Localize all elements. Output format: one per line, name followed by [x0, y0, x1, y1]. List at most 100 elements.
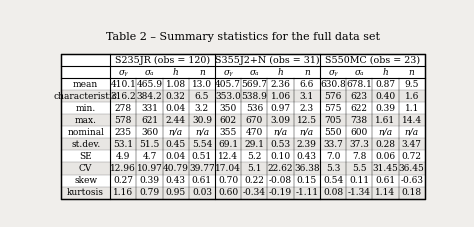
Bar	[61, 114, 425, 126]
Text: 235: 235	[115, 128, 132, 137]
Text: 384.2: 384.2	[137, 92, 162, 101]
Text: 602: 602	[219, 116, 237, 125]
Text: 360: 360	[141, 128, 158, 137]
Text: 39.77: 39.77	[189, 164, 215, 173]
Text: 1.6: 1.6	[404, 92, 419, 101]
Text: 278: 278	[115, 104, 132, 113]
Text: 0.39: 0.39	[375, 104, 395, 113]
Text: 22.62: 22.62	[268, 164, 293, 173]
Text: nominal: nominal	[67, 128, 104, 137]
Text: 0.72: 0.72	[401, 152, 422, 161]
Text: 0.39: 0.39	[139, 176, 160, 185]
Text: 578: 578	[115, 116, 132, 125]
Bar	[61, 90, 425, 102]
Text: 0.61: 0.61	[375, 176, 395, 185]
Text: σₐ: σₐ	[250, 68, 259, 77]
Text: 670: 670	[246, 116, 263, 125]
Text: -0.63: -0.63	[400, 176, 423, 185]
Text: 410.1: 410.1	[110, 80, 136, 89]
Text: 7.8: 7.8	[352, 152, 366, 161]
Text: SE: SE	[79, 152, 92, 161]
Text: 536: 536	[246, 104, 263, 113]
Text: 36.45: 36.45	[399, 164, 425, 173]
Text: 569.7: 569.7	[241, 80, 267, 89]
Text: 0.43: 0.43	[297, 152, 317, 161]
Text: n: n	[199, 68, 205, 77]
Text: σₐ: σₐ	[145, 68, 154, 77]
Text: 36.38: 36.38	[294, 164, 319, 173]
Text: 0.28: 0.28	[375, 140, 395, 149]
Text: 0.70: 0.70	[218, 176, 238, 185]
Text: 630.8: 630.8	[320, 80, 346, 89]
Text: 0.03: 0.03	[192, 188, 212, 197]
Text: 576: 576	[324, 92, 342, 101]
Text: 678.1: 678.1	[346, 80, 372, 89]
Text: 738: 738	[351, 116, 368, 125]
Bar	[61, 187, 425, 199]
Text: 5.1: 5.1	[247, 164, 262, 173]
Text: characteristic: characteristic	[54, 92, 118, 101]
Text: σᵧ: σᵧ	[328, 68, 338, 77]
Text: 600: 600	[351, 128, 368, 137]
Text: 69.1: 69.1	[218, 140, 238, 149]
Text: 0.10: 0.10	[271, 152, 291, 161]
Text: 9.5: 9.5	[404, 80, 419, 89]
Text: 0.04: 0.04	[165, 152, 186, 161]
Text: n: n	[409, 68, 415, 77]
Bar	[61, 163, 425, 175]
Text: 0.87: 0.87	[375, 80, 395, 89]
Text: 31.45: 31.45	[373, 164, 398, 173]
Text: 37.3: 37.3	[349, 140, 369, 149]
Text: 623: 623	[351, 92, 368, 101]
Text: 0.18: 0.18	[401, 188, 422, 197]
Bar	[61, 175, 425, 187]
Text: 0.40: 0.40	[375, 92, 395, 101]
Text: 2.3: 2.3	[300, 104, 314, 113]
Text: kurtosis: kurtosis	[67, 188, 104, 197]
Text: n/a: n/a	[195, 128, 209, 137]
Text: 1.16: 1.16	[113, 188, 133, 197]
Text: S355J2+N (obs = 31): S355J2+N (obs = 31)	[215, 56, 320, 65]
Text: Table 2 – Summary statistics for the full data set: Table 2 – Summary statistics for the ful…	[106, 32, 380, 42]
Text: CV: CV	[79, 164, 92, 173]
Text: 5.5: 5.5	[352, 164, 366, 173]
Text: 14.4: 14.4	[401, 116, 422, 125]
Text: 0.45: 0.45	[165, 140, 186, 149]
Text: 465.9: 465.9	[137, 80, 163, 89]
Text: 0.15: 0.15	[297, 176, 317, 185]
Text: 3.2: 3.2	[195, 104, 209, 113]
Text: 705: 705	[324, 116, 342, 125]
Text: n/a: n/a	[169, 128, 183, 137]
Text: 1.08: 1.08	[165, 80, 186, 89]
Text: 3.1: 3.1	[300, 92, 314, 101]
Text: -0.08: -0.08	[269, 176, 292, 185]
Text: 6.6: 6.6	[300, 80, 314, 89]
Text: 10.97: 10.97	[137, 164, 163, 173]
Text: -1.11: -1.11	[295, 188, 319, 197]
Text: 0.04: 0.04	[165, 104, 186, 113]
Text: 0.43: 0.43	[166, 176, 186, 185]
Text: 353.0: 353.0	[215, 92, 241, 101]
Text: 33.7: 33.7	[323, 140, 343, 149]
Text: 1.1: 1.1	[404, 104, 419, 113]
Text: mean: mean	[73, 80, 98, 89]
Text: 0.27: 0.27	[113, 176, 133, 185]
Text: 2.39: 2.39	[297, 140, 317, 149]
Text: 53.1: 53.1	[113, 140, 133, 149]
Text: 0.22: 0.22	[245, 176, 264, 185]
Text: h: h	[383, 68, 388, 77]
Text: 0.54: 0.54	[323, 176, 343, 185]
Text: 12.5: 12.5	[297, 116, 317, 125]
Text: 355: 355	[219, 128, 237, 137]
Text: σₐ: σₐ	[355, 68, 364, 77]
Text: skew: skew	[74, 176, 97, 185]
Text: 13.0: 13.0	[192, 80, 212, 89]
Text: 538.9: 538.9	[241, 92, 267, 101]
Text: n/a: n/a	[273, 128, 288, 137]
Text: n/a: n/a	[378, 128, 392, 137]
Text: 0.32: 0.32	[166, 92, 186, 101]
Text: 6.5: 6.5	[195, 92, 209, 101]
Bar	[61, 78, 425, 90]
Text: 0.97: 0.97	[271, 104, 291, 113]
Text: h: h	[173, 68, 179, 77]
